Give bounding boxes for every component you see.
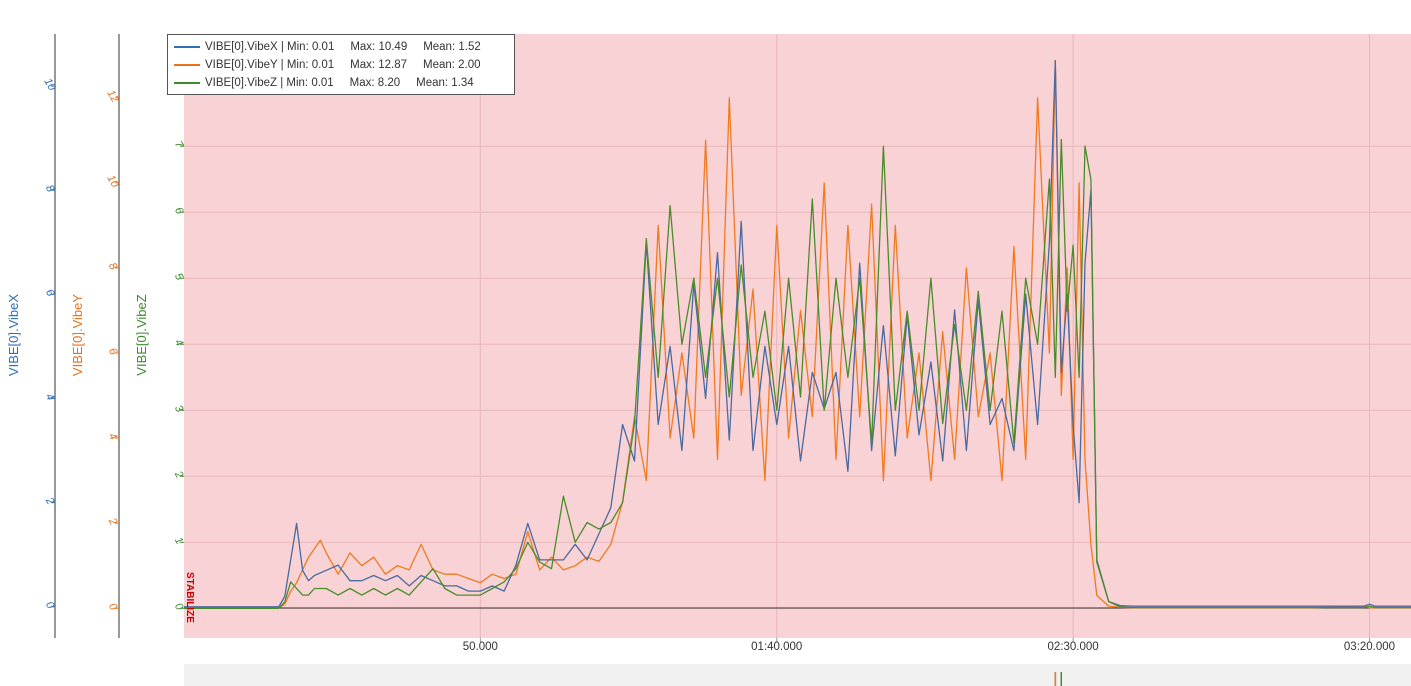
series-lines[interactable] (184, 59, 1411, 609)
tick-label-y-6: 12 (104, 88, 121, 105)
tick-label-y-0: 0 (106, 601, 120, 613)
legend-entry-vibey[interactable]: VIBE[0].VibeY | Min: 0.01 Max: 12.87 Mea… (174, 57, 481, 73)
legend-swatch-vibez (174, 82, 200, 84)
tick-label-z-3: 3 (172, 403, 186, 415)
tick-label-z-1: 1 (172, 535, 185, 546)
x-tick-label-1: 01:40.000 (751, 641, 802, 653)
axis-title-z: VIBE[0].VibeZ (134, 294, 149, 375)
legend-swatch-vibex (174, 46, 200, 48)
legend-entry-vibez[interactable]: VIBE[0].VibeZ | Min: 0.01 Max: 8.20 Mean… (174, 75, 474, 91)
tick-label-z-5: 5 (172, 271, 186, 283)
tick-label-y-2: 4 (106, 431, 119, 442)
tick-label-y-4: 8 (106, 261, 120, 273)
series-line-z[interactable] (184, 138, 1411, 609)
axis-title-y: VIBE[0].VibeY (70, 294, 85, 376)
legend-text-vibex: VIBE[0].VibeX | Min: 0.01 Max: 10.49 Mea… (205, 41, 481, 53)
x-tick-label-2: 02:30.000 (1048, 641, 1099, 653)
x-tick-label-0: 50.000 (463, 641, 498, 653)
tick-label-z-6: 6 (172, 205, 186, 217)
tick-label-z-7: 7 (172, 139, 186, 151)
overview-marks (1054, 672, 1063, 686)
overview-strip[interactable] (184, 664, 1411, 686)
legend-text-vibez: VIBE[0].VibeZ | Min: 0.01 Max: 8.20 Mean… (205, 77, 474, 89)
y-axes: 0246810VIBE[0].VibeX024681012VIBE[0].Vib… (6, 34, 186, 638)
legend: VIBE[0].VibeX | Min: 0.01 Max: 10.49 Mea… (167, 34, 515, 95)
x-tick-label-3: 03:20.000 (1344, 641, 1395, 653)
tick-label-x-1: 2 (42, 495, 56, 507)
axis-title-x: VIBE[0].VibeX (6, 294, 21, 376)
tick-label-z-4: 4 (172, 337, 185, 348)
legend-swatch-vibey (174, 64, 200, 66)
mode-band-label: STABILIZE (184, 572, 195, 623)
x-axis: 50.000 01:40.000 02:30.000 03:20.000 (463, 638, 1395, 653)
tick-label-y-1: 2 (105, 515, 119, 527)
legend-text-vibey: VIBE[0].VibeY | Min: 0.01 Max: 12.87 Mea… (205, 59, 481, 71)
legend-entry-vibex[interactable]: VIBE[0].VibeX | Min: 0.01 Max: 10.49 Mea… (174, 39, 481, 55)
tick-label-x-5: 10 (41, 76, 58, 93)
tick-label-x-2: 4 (43, 391, 56, 402)
tick-label-y-3: 6 (106, 346, 120, 358)
series-line-x[interactable] (184, 59, 1411, 608)
grid (184, 34, 1411, 638)
tick-label-z-0: 0 (172, 601, 186, 613)
tick-label-z-2: 2 (171, 468, 185, 480)
